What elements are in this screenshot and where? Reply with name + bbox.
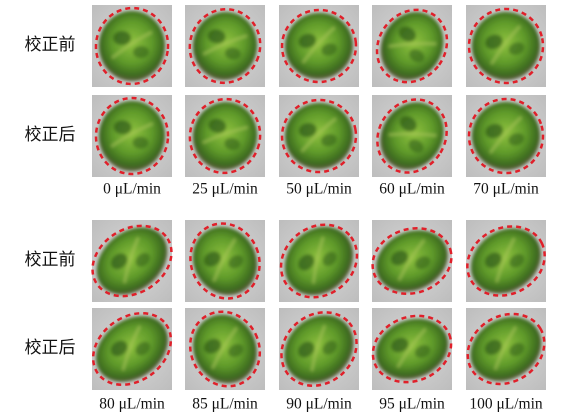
column-label: 80 μL/min [99,396,165,413]
organelle [133,46,149,58]
cell-image [363,305,461,393]
column-label: 70 μL/min [473,181,539,198]
cell-image [462,2,550,90]
cell-image [91,3,173,88]
column-label: 0 μL/min [103,181,161,198]
cell-image [363,0,462,96]
cell-image [179,213,271,309]
cell-body [99,11,165,81]
column-label: 25 μL/min [192,181,258,198]
cell-image [276,94,362,179]
row-label: 校正后 [25,125,76,144]
row-label: 校正后 [25,338,76,357]
cell-image [267,210,372,312]
cell-image [92,95,172,177]
cell-image [363,86,460,186]
cell-image [267,297,372,401]
cell-image [460,90,552,182]
column-label: 100 μL/min [469,396,543,413]
cell-image [364,219,459,304]
column-label: 60 μL/min [379,181,445,198]
cell-image [180,0,269,92]
row-label: 校正前 [25,250,76,269]
column-label: 50 μL/min [286,181,352,198]
column-label: 90 μL/min [286,396,352,413]
cell-image [182,92,268,181]
row-label: 校正前 [25,35,76,54]
cell-image [455,213,556,308]
column-label: 95 μL/min [379,396,445,413]
organelle [113,31,131,45]
figure: 校正前校正后0 μL/min25 μL/min50 μL/min60 μL/mi… [0,0,575,416]
cell-image [79,298,185,399]
cell-image [178,300,272,398]
column-label: 85 μL/min [192,396,258,413]
cell-image [455,300,558,398]
cell-image [278,5,361,87]
cell-image [79,212,184,311]
cell [99,11,165,81]
